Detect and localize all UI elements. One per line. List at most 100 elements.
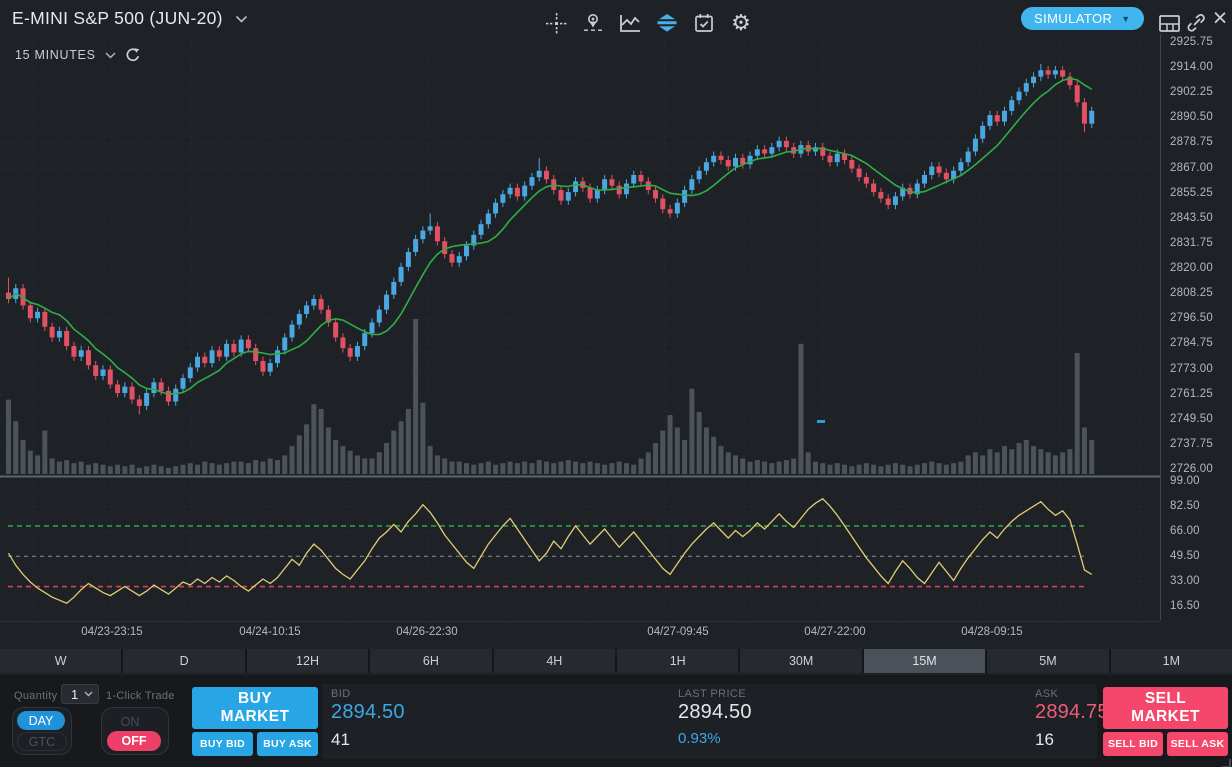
volume-bar	[1067, 449, 1073, 474]
volume-bar	[711, 436, 717, 474]
line-chart-icon[interactable]	[618, 11, 642, 35]
tif-gtc-button[interactable]: GTC	[17, 732, 67, 751]
timeframe-button-15m[interactable]: 15M	[863, 649, 986, 673]
volume-bar	[93, 463, 99, 474]
sell-ask-button[interactable]: SELL ASK	[1167, 732, 1228, 756]
candle	[1060, 70, 1066, 77]
price-tick-label: 2820.00	[1170, 262, 1213, 275]
candle	[93, 365, 99, 376]
buy-bid-button[interactable]: BUY BID	[192, 732, 253, 756]
candle	[754, 149, 760, 156]
one-click-on-button[interactable]: ON	[120, 714, 140, 729]
symbol-selector[interactable]: E-MINI S&P 500 (JUN-20)	[12, 8, 248, 29]
volume-bar	[442, 458, 448, 474]
volume-bar	[369, 458, 375, 474]
candle	[500, 194, 506, 203]
close-icon[interactable]: ×	[1212, 3, 1228, 32]
layers-icon[interactable]	[655, 11, 679, 35]
resize-handle[interactable]	[1222, 759, 1231, 767]
candle	[682, 189, 688, 203]
tif-day-button[interactable]: DAY	[17, 711, 65, 730]
volume-bar	[863, 463, 869, 474]
volume-bar	[667, 415, 673, 474]
candle	[245, 339, 251, 349]
sell-bid-button[interactable]: SELL BID	[1103, 732, 1163, 756]
gear-icon[interactable]: ⚙	[731, 10, 751, 35]
grid-layout-icon[interactable]	[1157, 11, 1181, 35]
last-price: 2894.50	[678, 701, 752, 723]
oscillator-line	[7, 497, 1093, 604]
volume-bar	[812, 461, 818, 474]
drawing-tool-icon[interactable]	[581, 11, 605, 35]
one-click-off-button[interactable]: OFF	[107, 731, 161, 751]
calendar-check-icon[interactable]	[692, 11, 716, 35]
chevron-down-icon	[235, 15, 247, 23]
timeframe-button-d[interactable]: D	[123, 649, 245, 673]
refresh-icon[interactable]	[125, 47, 141, 63]
timeframe-selector[interactable]: 15 MINUTES	[15, 47, 141, 63]
timeframe-button-w[interactable]: W	[0, 649, 122, 673]
candle	[987, 115, 993, 126]
volume-bar	[64, 460, 70, 474]
candle	[594, 189, 600, 199]
crosshair-icon[interactable]	[544, 11, 568, 35]
candle	[587, 187, 593, 199]
volume-bar	[674, 427, 680, 474]
candle	[122, 386, 128, 394]
time-axis[interactable]: 04/23-23:15 04/24-10:15 04/26-22:30 04/27-0…	[0, 626, 1160, 646]
price-tick-label: 2749.50	[1170, 412, 1213, 425]
volume-bar	[871, 464, 877, 474]
timeframe-button-12h[interactable]: 12H	[246, 649, 369, 673]
link-icon[interactable]	[1184, 11, 1208, 35]
sell-market-button[interactable]: SELL MARKET	[1103, 687, 1228, 729]
volume-bar	[71, 463, 77, 474]
time-tick-label: 04/26-22:30	[396, 626, 458, 638]
simulator-button[interactable]: SIMULATOR ▼	[1021, 7, 1144, 30]
price-tick-label: 2773.00	[1170, 362, 1213, 375]
oscillator-tick-label: 49.50	[1170, 550, 1200, 562]
buy-ask-button[interactable]: BUY ASK	[257, 732, 318, 756]
price-tick-label: 2737.75	[1170, 437, 1213, 450]
candle	[78, 350, 84, 357]
volume-bar	[696, 412, 702, 474]
candle	[209, 350, 215, 364]
volume-bar	[536, 460, 542, 474]
volume-bar	[587, 461, 593, 474]
price-axis[interactable]: 2925.75 2914.00 2902.25 2890.50 2878.75 2867.…	[1162, 0, 1232, 622]
volume-bar	[783, 460, 789, 474]
candle	[1067, 76, 1073, 86]
volume-bar	[1081, 427, 1087, 474]
timeframe-button-1h[interactable]: 1H	[617, 649, 739, 673]
volume-bar	[304, 424, 310, 474]
volume-bar	[405, 408, 411, 474]
candle	[267, 363, 273, 372]
volume-bar	[980, 455, 986, 474]
buy-market-button[interactable]: BUY MARKET	[192, 687, 318, 729]
volume-bar	[464, 463, 470, 474]
volume-bar	[943, 464, 949, 474]
candle	[202, 356, 208, 364]
candle	[158, 382, 164, 391]
candle	[369, 322, 375, 334]
timeframe-button-4h[interactable]: 4H	[493, 649, 616, 673]
timeframe-button-30m[interactable]: 30M	[740, 649, 862, 673]
candle	[1009, 100, 1015, 111]
candle	[64, 331, 70, 347]
time-tick-label: 04/27-09:45	[647, 626, 709, 638]
candle	[100, 369, 106, 376]
candle	[827, 155, 833, 163]
quantity-stepper[interactable]: 1	[61, 684, 99, 704]
candle	[1031, 76, 1037, 84]
volume-bar	[522, 461, 528, 474]
timeframe-button-5m[interactable]: 5M	[987, 649, 1109, 673]
candle	[49, 326, 55, 338]
candle	[820, 147, 826, 156]
timeframe-button-1m[interactable]: 1M	[1110, 649, 1232, 673]
pane-separator[interactable]	[0, 475, 1160, 478]
candle	[115, 384, 121, 394]
timeframe-button-6h[interactable]: 6H	[370, 649, 492, 673]
caret-down-icon: ▼	[1121, 13, 1131, 24]
volume-bar	[623, 463, 629, 474]
one-click-toggle-group: ON OFF	[101, 707, 169, 755]
